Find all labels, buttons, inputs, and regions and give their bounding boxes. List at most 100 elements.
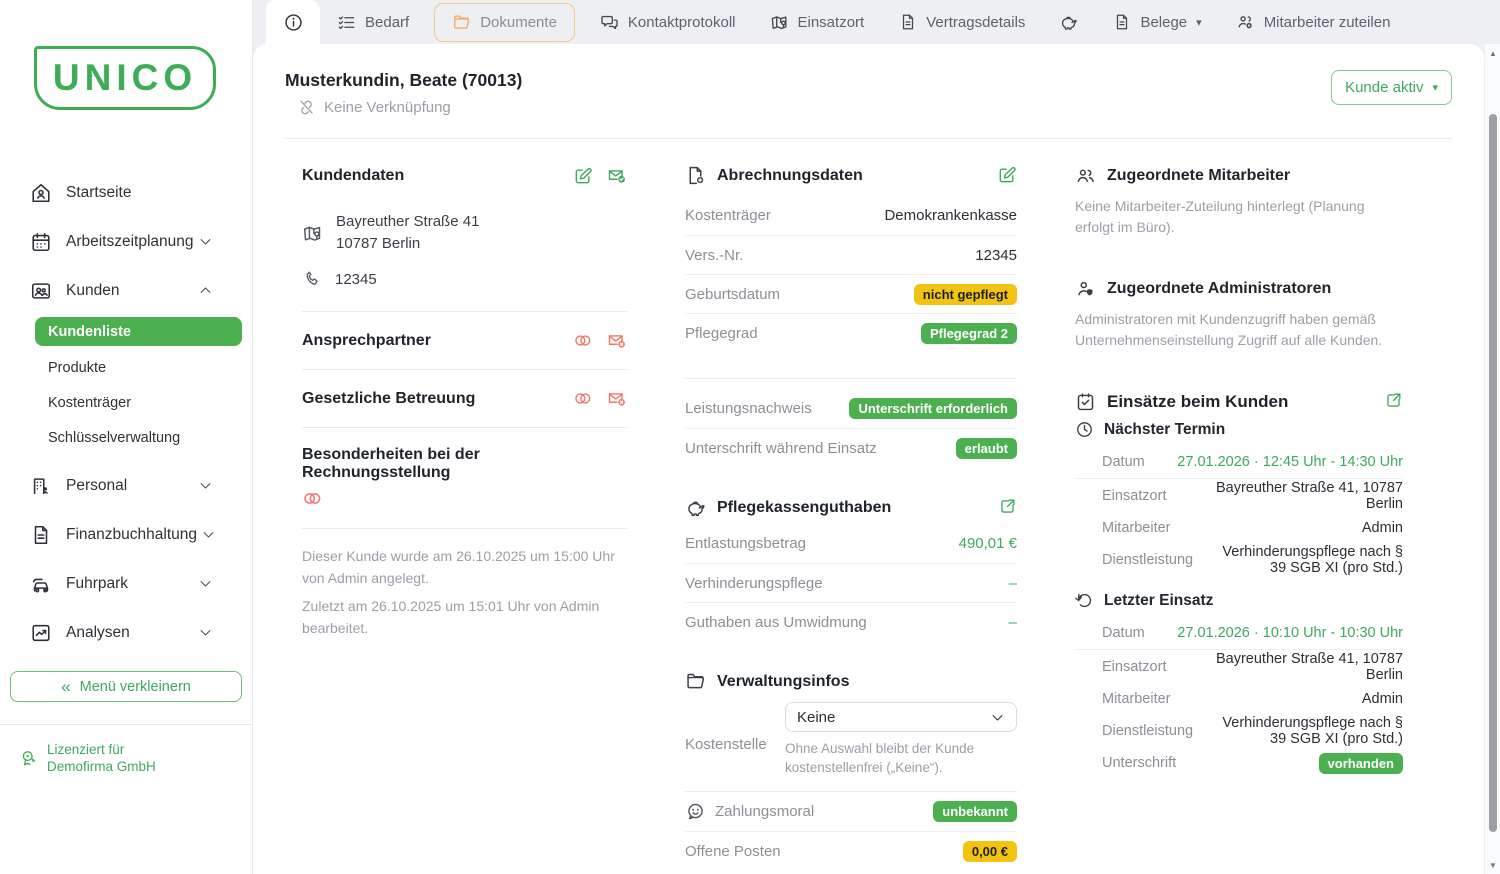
work-area: Musterkundin, Beate (70013) Keine Verknü… bbox=[253, 44, 1500, 874]
document-shield-icon bbox=[685, 165, 706, 186]
row-label: Leistungsnachweis bbox=[685, 400, 812, 417]
kostenstelle-selected-value: Keine bbox=[797, 708, 836, 726]
row-entlastungsbetrag: Entlastungsbetrag 490,01 € bbox=[685, 524, 1017, 563]
kostenstelle-label: Kostenstelle bbox=[685, 736, 767, 753]
folder-icon bbox=[685, 671, 706, 692]
sidebar-item-kundenliste[interactable]: Kundenliste bbox=[35, 317, 242, 346]
license-badge-icon bbox=[19, 742, 38, 775]
administratoren-info-text: Administratoren mit Kundenzugriff haben … bbox=[1075, 311, 1383, 348]
tab-label: Bedarf bbox=[365, 13, 410, 31]
chart-icon bbox=[30, 622, 52, 644]
row-value: 27.01.2026 · 10:10 Uhr - 10:30 Uhr bbox=[1177, 624, 1403, 641]
sidebar-item-label: Kunden bbox=[66, 281, 120, 299]
row-geburtsdatum: Geburtsdatum nicht gepflegt bbox=[685, 274, 1017, 313]
row-kostentraeger: Kostenträger Demokrankenkasse bbox=[685, 196, 1017, 235]
content-columns: Kundendaten Bayreuther Straße 41 10787 B… bbox=[253, 139, 1484, 874]
sidebar-item-arbeitszeitplanung[interactable]: Arbeitszeitplanung bbox=[0, 217, 252, 266]
tab-dokumente[interactable]: Dokumente bbox=[434, 3, 575, 42]
row-label: Mitarbeiter bbox=[1102, 691, 1171, 707]
checklist-icon bbox=[337, 13, 356, 32]
sidebar-item-personal[interactable]: Personal bbox=[0, 461, 252, 510]
sidebar-item-finanzbuchhaltung[interactable]: Finanzbuchhaltung bbox=[0, 510, 252, 559]
sidebar-item-kostentraeger[interactable]: Kostenträger bbox=[0, 385, 252, 420]
header-divider bbox=[285, 138, 1452, 139]
tab-bedarf[interactable]: Bedarf bbox=[320, 0, 426, 44]
toggle-off-icon[interactable] bbox=[573, 388, 593, 409]
toggle-off-icon[interactable] bbox=[302, 488, 323, 509]
scrollbar-thumb[interactable] bbox=[1489, 114, 1497, 832]
letzter-einsatz-title: Letzter Einsatz bbox=[1104, 591, 1214, 609]
next-termin-header: Nächster Termin bbox=[1075, 420, 1403, 439]
mail-x-icon[interactable] bbox=[607, 330, 627, 351]
sidebar: UNICO Startseite Arbeitszeitplanung Kund… bbox=[0, 0, 253, 874]
row-dienstleistung: Dienstleistung Verhinderungspflege nach … bbox=[1075, 543, 1403, 577]
scrollbar-up-arrow[interactable]: ▲ bbox=[1489, 48, 1497, 58]
column-zuordnung: Zugeordnete Mitarbeiter Keine Mitarbeite… bbox=[1075, 165, 1403, 874]
row-value: Verhinderungspflege nach § 39 SGB XI (pr… bbox=[1222, 544, 1403, 576]
sidebar-item-fuhrpark[interactable]: Fuhrpark bbox=[0, 559, 252, 608]
sidebar-item-analysen[interactable]: Analysen bbox=[0, 608, 252, 657]
row-value: Admin bbox=[1361, 691, 1403, 707]
edit-icon[interactable] bbox=[573, 165, 593, 186]
status-badge: Pflegegrad 2 bbox=[920, 322, 1017, 344]
external-link-icon[interactable] bbox=[997, 497, 1017, 516]
link-status-text: Keine Verknüpfung bbox=[324, 99, 451, 116]
document-icon bbox=[898, 13, 917, 31]
customer-status-button[interactable]: Kunde aktiv ▾ bbox=[1331, 70, 1452, 105]
ansprechpartner-title: Ansprechpartner bbox=[302, 331, 431, 349]
document-icon bbox=[30, 524, 52, 546]
home-icon bbox=[30, 182, 52, 204]
sidebar-subitem-label: Schlüsselverwaltung bbox=[48, 429, 181, 446]
tab-vertragsdetails[interactable]: Vertragsdetails bbox=[881, 0, 1042, 44]
status-badge: 0,00 € bbox=[962, 840, 1017, 862]
sidebar-subitem-label: Kostenträger bbox=[48, 394, 132, 411]
main-area: Bedarf Dokumente Kontaktprotokoll Einsat… bbox=[253, 0, 1500, 874]
mail-check-icon[interactable] bbox=[607, 165, 627, 186]
document-icon bbox=[1112, 13, 1131, 31]
external-link-icon[interactable] bbox=[1383, 391, 1403, 410]
chevron-down-icon bbox=[197, 527, 219, 542]
status-badge: vorhanden bbox=[1318, 752, 1403, 774]
building-person-icon bbox=[30, 475, 52, 497]
einsaetze-title: Einsätze beim Kunden bbox=[1107, 392, 1289, 411]
people-icon bbox=[1075, 165, 1096, 187]
collapse-icon: « bbox=[61, 677, 71, 696]
history-icon bbox=[1075, 591, 1094, 610]
sidebar-item-kunden[interactable]: Kunden bbox=[0, 266, 252, 315]
tab-belege[interactable]: Belege ▾ bbox=[1095, 0, 1218, 44]
row-label: Unterschrift bbox=[1102, 755, 1177, 771]
folder-icon bbox=[452, 13, 471, 32]
tab-pflegekasse[interactable] bbox=[1042, 0, 1095, 44]
row-value: Admin bbox=[1361, 520, 1403, 536]
edit-icon[interactable] bbox=[997, 165, 1017, 185]
scrollbar-down-arrow[interactable]: ▼ bbox=[1489, 860, 1497, 870]
row-label: Pflegegrad bbox=[685, 324, 758, 342]
sidebar-item-schluesselverwaltung[interactable]: Schlüsselverwaltung bbox=[0, 420, 252, 455]
sidebar-item-startseite[interactable]: Startseite bbox=[0, 168, 252, 217]
kostenstelle-hint: Ohne Auswahl bleibt der Kunde kostenstel… bbox=[785, 741, 975, 775]
mail-x-icon[interactable] bbox=[607, 388, 627, 409]
mitarbeiter-empty-text: Keine Mitarbeiter-Zuteilung hinterlegt (… bbox=[1075, 198, 1365, 235]
row-unterschrift: Unterschrift vorhanden bbox=[1075, 748, 1403, 778]
vertical-scrollbar[interactable]: ▲ ▼ bbox=[1484, 44, 1500, 874]
collapse-menu-label: Menü verkleinern bbox=[79, 678, 191, 695]
collapse-menu-button[interactable]: « Menü verkleinern bbox=[10, 671, 242, 702]
sidebar-item-produkte[interactable]: Produkte bbox=[0, 350, 252, 385]
kostenstelle-select[interactable]: Keine bbox=[785, 702, 1017, 732]
row-label: Datum bbox=[1102, 624, 1145, 641]
tab-einsatzort[interactable]: Einsatzort bbox=[753, 0, 882, 44]
row-value: Verhinderungspflege nach § 39 SGB XI (pr… bbox=[1222, 715, 1403, 747]
tab-kontaktprotokoll[interactable]: Kontaktprotokoll bbox=[583, 0, 753, 44]
tab-info[interactable] bbox=[266, 0, 320, 44]
column-abrechnung: Abrechnungsdaten Kostenträger Demokranke… bbox=[685, 165, 1017, 874]
logo-text: UNICO bbox=[52, 57, 198, 98]
row-label: Vers.-Nr. bbox=[685, 246, 744, 264]
license-line2: Demofirma GmbH bbox=[47, 759, 156, 774]
license-info: Lizenziert für Demofirma GmbH bbox=[0, 725, 252, 775]
row-label: Kostenträger bbox=[685, 207, 771, 224]
tab-mitarbeiter-zuteilen[interactable]: Mitarbeiter zuteilen bbox=[1219, 0, 1408, 44]
customer-header: Musterkundin, Beate (70013) Keine Verknü… bbox=[253, 44, 1484, 117]
chevron-down-icon bbox=[194, 625, 216, 640]
toggle-off-icon[interactable] bbox=[573, 330, 593, 351]
customers-icon bbox=[30, 280, 52, 302]
